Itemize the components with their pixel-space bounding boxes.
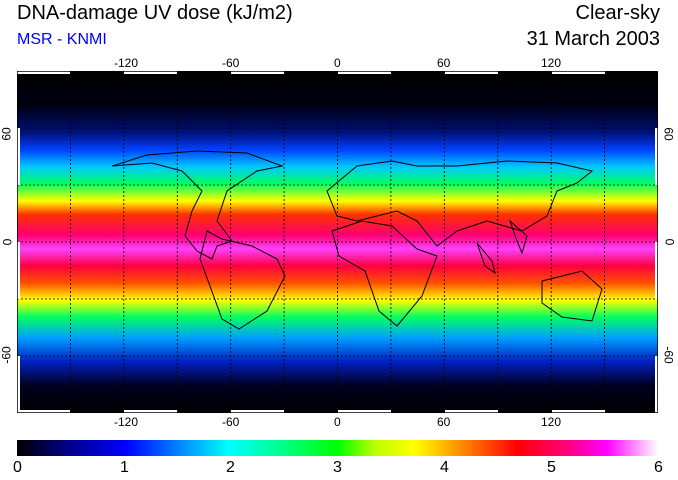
date-label: 31 March 2003 [526, 28, 660, 50]
lat-label-left: 60 [0, 127, 14, 141]
lon-label-bottom: 120 [541, 415, 562, 429]
coastlines [111, 150, 603, 330]
scale-label: 3 [333, 459, 342, 476]
scale-label: 4 [440, 459, 449, 476]
credit-label: MSR - KNMI [17, 31, 107, 48]
lat-label-right: 0 [662, 238, 677, 246]
scenario-label: Clear-sky [575, 2, 660, 24]
lon-label-top: 120 [541, 56, 562, 70]
lon-label-top: -120 [114, 56, 139, 70]
scale-label: 5 [547, 459, 556, 476]
lon-label-bottom: 60 [437, 415, 451, 429]
map-title: DNA-damage UV dose (kJ/m2) [17, 2, 293, 24]
lat-label-left: -60 [0, 346, 14, 364]
map-frame [17, 71, 658, 413]
lon-label-bottom: -60 [222, 415, 240, 429]
uv-dose-map [17, 71, 658, 413]
lat-label-left: 0 [0, 238, 15, 246]
graticule [17, 71, 658, 413]
scale-label: 1 [120, 459, 129, 476]
scale-label: 6 [654, 459, 663, 476]
scale-label: 2 [226, 459, 235, 476]
scale-label: 0 [13, 459, 22, 476]
lon-label-top: 0 [334, 56, 341, 70]
color-scale-bar [17, 440, 658, 456]
lat-label-right: 60 [661, 127, 676, 141]
lon-label-bottom: 0 [334, 415, 341, 429]
lon-label-top: 60 [437, 56, 451, 70]
lon-label-bottom: -120 [114, 415, 139, 429]
lat-label-right: -60 [661, 346, 676, 364]
lon-label-top: -60 [222, 56, 240, 70]
